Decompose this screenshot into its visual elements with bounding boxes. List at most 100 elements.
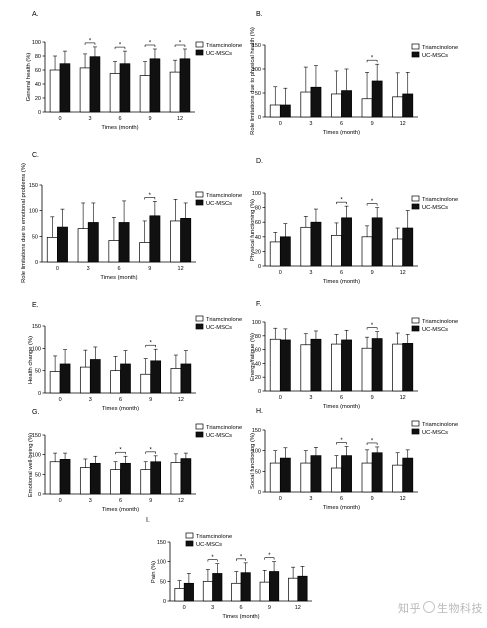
x-tick-label: 12 xyxy=(295,605,301,611)
bar-ucmsc xyxy=(118,222,130,263)
bar-triamcinolone xyxy=(269,338,281,392)
significance-star: * xyxy=(149,41,152,47)
chart-panel-1: A. 0 20 40 60 80 100 0 3 * 6 * 9 * 12 * Times (month) Gen… xyxy=(26,11,242,131)
significance-star: * xyxy=(150,447,153,453)
bar-ucmsc xyxy=(240,572,251,602)
y-tick-label: 100 xyxy=(29,209,38,215)
x-tick-label: 9 xyxy=(149,498,152,504)
bar-ucmsc xyxy=(150,360,162,394)
bar-ucmsc xyxy=(212,573,223,602)
y-tick-label: 150 xyxy=(32,433,41,439)
bar-triamcinolone xyxy=(170,368,182,394)
bar-ucmsc xyxy=(279,236,291,267)
bar-ucmsc xyxy=(89,359,101,394)
bar-ucmsc xyxy=(341,455,352,493)
x-tick-label: 12 xyxy=(177,116,183,122)
y-tick-label: 150 xyxy=(157,540,166,546)
legend-label: Triamcinolone xyxy=(422,45,458,51)
y-tick-label: 20 xyxy=(255,249,261,255)
y-tick-label: 60 xyxy=(35,68,41,74)
y-tick-label: 20 xyxy=(255,375,261,381)
x-tick-label: 6 xyxy=(239,605,242,611)
y-tick-label: 0 xyxy=(258,490,261,496)
legend-swatch-ucmsc xyxy=(411,428,420,435)
y-tick-label: 0 xyxy=(258,115,261,121)
x-tick-label: 3 xyxy=(309,496,312,502)
x-tick-label: 3 xyxy=(89,397,92,403)
bar-ucmsc xyxy=(269,571,280,602)
bar-ucmsc xyxy=(87,222,99,263)
legend-swatch-ucmsc xyxy=(411,203,420,210)
bar-triamcinolone xyxy=(361,347,373,392)
bar-triamcinolone xyxy=(331,343,342,392)
y-tick-label: 150 xyxy=(29,183,38,189)
y-tick-label: 0 xyxy=(163,599,166,605)
bar-triamcinolone xyxy=(259,581,270,602)
bar-ucmsc xyxy=(179,58,191,113)
y-tick-label: 100 xyxy=(252,320,261,326)
bar-ucmsc xyxy=(120,462,131,495)
x-tick-label: 12 xyxy=(400,496,406,502)
bar-ucmsc xyxy=(279,339,291,392)
x-tick-label: 0 xyxy=(279,496,282,502)
bar-triamcinolone xyxy=(49,69,61,113)
chart-panel-3: C. 0 50 100 150 0 3 6 9 * 12 Times (month) Role limi… xyxy=(21,152,242,283)
y-tick-label: 150 xyxy=(32,324,41,330)
legend-label: UC-MSCs xyxy=(422,205,448,211)
y-axis-label: Role limitations due to physical health … xyxy=(250,27,256,135)
x-tick-label: 0 xyxy=(59,397,62,403)
legend-swatch-triamcinolone xyxy=(195,41,204,48)
y-axis-label: Physical functioning (%) xyxy=(250,199,256,261)
bar-triamcinolone xyxy=(139,242,151,263)
legend-label: UC-MSCs xyxy=(196,542,222,548)
legend-label: UC-MSCs xyxy=(206,433,232,439)
bar-ucmsc xyxy=(149,215,161,263)
watermark-right: 生物科技 xyxy=(437,602,483,615)
legend-label: UC-MSCs xyxy=(206,325,232,331)
significance-star: * xyxy=(371,199,374,205)
bar-triamcinolone xyxy=(140,373,152,394)
bar-ucmsc xyxy=(341,217,352,267)
x-tick-label: 6 xyxy=(119,397,122,403)
x-tick-label: 3 xyxy=(309,395,312,401)
x-tick-label: 12 xyxy=(178,397,184,403)
watermark-left: 知乎 xyxy=(398,602,421,615)
x-tick-label: 0 xyxy=(58,116,61,122)
bar-ucmsc xyxy=(119,63,131,113)
bar-ucmsc xyxy=(402,343,414,392)
x-tick-label: 6 xyxy=(118,116,121,122)
y-tick-label: 100 xyxy=(157,560,166,566)
bar-triamcinolone xyxy=(110,370,121,394)
legend-swatch-triamcinolone xyxy=(195,191,204,198)
bar-ucmsc xyxy=(371,338,383,392)
y-tick-label: 80 xyxy=(255,206,261,212)
y-tick-label: 150 xyxy=(252,428,261,434)
y-tick-label: 40 xyxy=(35,82,41,88)
bar-triamcinolone xyxy=(79,366,91,394)
y-tick-label: 80 xyxy=(35,54,41,60)
x-tick-label: 0 xyxy=(56,266,59,272)
x-tick-label: 9 xyxy=(148,266,151,272)
bar-ucmsc xyxy=(279,104,291,118)
chart-panel-6: F. 0 20 40 60 80 100 0 3 6 9 * 12 Times (month) Energy… xyxy=(250,301,458,410)
significance-star: * xyxy=(371,323,374,329)
bar-triamcinolone xyxy=(109,73,121,113)
y-tick-label: 40 xyxy=(255,361,261,367)
bar-triamcinolone xyxy=(49,371,61,394)
x-tick-label: 12 xyxy=(400,270,406,276)
legend-swatch-ucmsc xyxy=(411,325,420,332)
legend-label: Triamcinolone xyxy=(422,422,458,428)
significance-star: * xyxy=(371,438,374,444)
y-tick-label: 50 xyxy=(255,91,261,97)
bar-triamcinolone xyxy=(49,461,61,495)
legend-swatch-triamcinolone xyxy=(195,315,204,322)
significance-star: * xyxy=(119,448,122,454)
bar-ucmsc xyxy=(371,452,383,493)
bar-ucmsc xyxy=(149,58,161,113)
legend-swatch-ucmsc xyxy=(195,323,204,330)
bar-ucmsc xyxy=(59,459,71,495)
y-tick-label: 0 xyxy=(35,260,38,266)
y-tick-label: 40 xyxy=(255,235,261,241)
x-tick-label: 3 xyxy=(88,116,91,122)
y-tick-label: 50 xyxy=(32,234,38,240)
